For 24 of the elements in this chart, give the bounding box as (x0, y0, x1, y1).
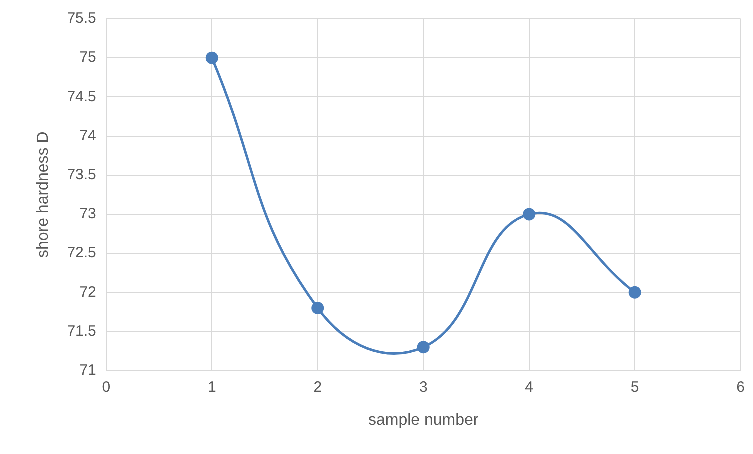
point (523, 208, 536, 221)
x-tick-label: 4 (525, 378, 534, 396)
x-tick-label: 6 (736, 378, 745, 396)
point (628, 286, 642, 299)
point (206, 52, 218, 64)
x-tick-label: 0 (102, 378, 111, 396)
point (417, 341, 430, 354)
x-tick-label: 5 (630, 378, 640, 396)
x-tick-label: 2 (314, 378, 322, 396)
y-tick-label: 72.5 (67, 244, 96, 262)
x-tick-label: 1 (208, 378, 216, 396)
y-tick-label: 74 (80, 127, 96, 144)
y-tick-label: 75.5 (67, 10, 96, 28)
y-tick-label: 74.5 (67, 88, 96, 106)
y-tick-label: 73 (80, 206, 96, 223)
y-tick-label: 71 (80, 362, 96, 379)
x-axis-title: sample number (368, 412, 480, 429)
y-tick-label: 75 (80, 49, 96, 66)
point (312, 302, 324, 315)
y-tick-label: 71.5 (67, 322, 96, 340)
x-tick-label: 3 (419, 378, 428, 396)
y-tick-label: 73.5 (67, 166, 96, 184)
y-tick-label: 72 (80, 284, 96, 301)
y-axis-title: shore hardness D (35, 132, 52, 258)
